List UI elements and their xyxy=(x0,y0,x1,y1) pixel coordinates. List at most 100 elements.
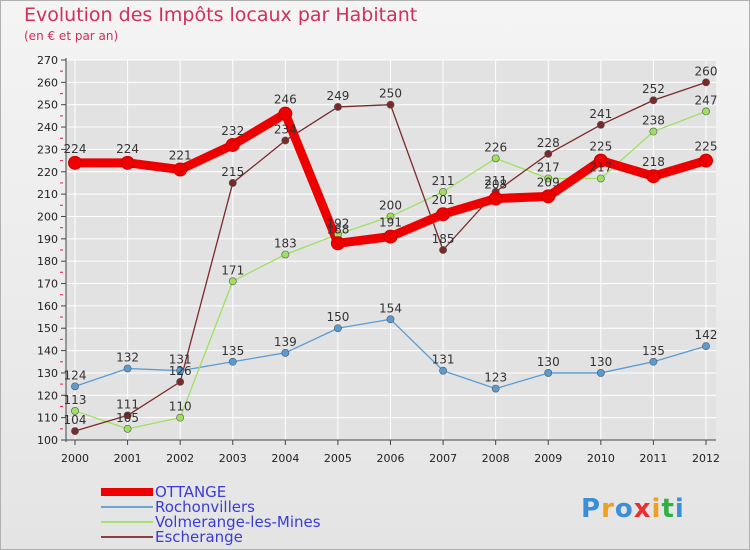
data-label: 142 xyxy=(695,328,718,342)
data-point xyxy=(176,377,185,386)
data-point xyxy=(225,137,240,152)
y-tick-label: 150 xyxy=(37,322,58,335)
x-tick-label: 2011 xyxy=(639,452,667,465)
data-label: 238 xyxy=(642,114,665,128)
data-label: 218 xyxy=(642,155,665,169)
data-point xyxy=(68,155,82,170)
data-point xyxy=(596,369,605,377)
data-point xyxy=(491,154,500,163)
y-tick-label: 170 xyxy=(37,278,58,291)
x-tick-label: 2004 xyxy=(271,452,299,465)
data-point xyxy=(439,187,447,196)
y-tick-label: 240 xyxy=(37,121,58,134)
data-label: 124 xyxy=(64,368,87,382)
data-label: 217 xyxy=(537,160,560,174)
data-point xyxy=(702,342,710,351)
y-tick-label: 130 xyxy=(37,367,58,380)
data-label: 208 xyxy=(484,178,507,192)
data-point xyxy=(123,424,132,433)
data-label: 132 xyxy=(116,350,139,364)
data-label: 130 xyxy=(589,355,612,369)
data-label: 247 xyxy=(695,93,718,107)
data-point xyxy=(649,96,658,105)
data-point xyxy=(646,169,661,184)
data-label: 191 xyxy=(379,216,402,230)
data-label: 211 xyxy=(432,174,455,188)
data-label: 241 xyxy=(589,107,612,121)
data-point xyxy=(278,106,293,121)
data-point xyxy=(123,364,132,373)
data-point xyxy=(281,136,290,145)
data-label: 226 xyxy=(484,140,507,154)
data-label: 215 xyxy=(221,165,244,179)
x-tick-label: 2005 xyxy=(324,452,352,465)
data-point xyxy=(596,120,605,129)
axis-ticks: 100 110 120 130 140 150 160 170 180 190 200 210 220 2… xyxy=(37,54,720,465)
data-point xyxy=(386,100,395,109)
data-point xyxy=(488,191,503,206)
proxiti-logo: Proxiti xyxy=(581,494,685,524)
data-label: 183 xyxy=(274,236,297,250)
data-point xyxy=(702,78,710,87)
data-label: 252 xyxy=(642,82,665,96)
y-tick-label: 110 xyxy=(37,412,58,425)
y-tick-label: 220 xyxy=(37,166,58,179)
data-label: 126 xyxy=(169,364,192,378)
y-tick-label: 260 xyxy=(37,76,58,89)
data-point xyxy=(334,103,342,111)
data-point xyxy=(649,357,658,366)
data-label: 123 xyxy=(484,371,507,385)
data-label: 201 xyxy=(432,193,455,207)
data-point xyxy=(544,174,553,183)
data-label: 200 xyxy=(379,198,402,212)
svg-text:Proxiti: Proxiti xyxy=(581,494,685,524)
data-label: 234 xyxy=(274,122,297,136)
x-tick-label: 2006 xyxy=(377,452,405,465)
data-label: 135 xyxy=(642,344,665,358)
data-point xyxy=(439,366,447,375)
data-point xyxy=(702,107,710,116)
data-point xyxy=(176,413,185,422)
series-points xyxy=(68,78,713,435)
data-label: 192 xyxy=(326,216,349,230)
data-label: 171 xyxy=(221,263,244,277)
y-tick-label: 230 xyxy=(37,143,58,156)
data-label: 188 xyxy=(326,222,349,236)
y-tick-label: 160 xyxy=(37,300,58,313)
data-labels: 224 224 221 232 246 188 191 201 208 209 225 218 225 1… xyxy=(64,64,718,427)
data-point xyxy=(281,250,290,259)
x-tick-label: 2003 xyxy=(219,452,247,465)
data-point xyxy=(281,348,290,357)
x-tick-label: 2010 xyxy=(587,452,615,465)
data-point xyxy=(228,357,237,366)
legend: OTTANGERochonvillersVolmerange-les-Mines… xyxy=(101,483,321,546)
data-label: 232 xyxy=(221,124,244,138)
data-label: 225 xyxy=(695,140,718,154)
data-point xyxy=(228,277,237,286)
data-label: 217 xyxy=(589,160,612,174)
data-point xyxy=(176,366,185,375)
chart-title: Evolution des Impôts locaux par Habitant xyxy=(24,4,417,26)
legend-label: Rochonvillers xyxy=(155,498,255,516)
data-point xyxy=(544,149,553,158)
x-tick-label: 2001 xyxy=(114,452,142,465)
chart-subtitle: (en € et par an) xyxy=(24,29,118,43)
data-label: 260 xyxy=(695,64,718,78)
data-point xyxy=(649,127,658,136)
data-point xyxy=(71,407,79,415)
data-point xyxy=(71,382,79,391)
data-point xyxy=(436,207,451,222)
x-tick-label: 2000 xyxy=(61,452,89,465)
data-label: 209 xyxy=(537,175,560,189)
y-tick-label: 190 xyxy=(37,233,58,246)
data-label: 250 xyxy=(379,87,402,101)
legend-label: Volmerange-les-Mines xyxy=(155,513,321,531)
data-label: 228 xyxy=(537,136,560,150)
data-label: 185 xyxy=(432,232,455,246)
data-point xyxy=(123,411,132,420)
y-tick-label: 140 xyxy=(37,345,58,358)
data-label: 224 xyxy=(64,142,87,156)
data-label: 131 xyxy=(432,353,455,367)
data-point xyxy=(330,236,345,251)
